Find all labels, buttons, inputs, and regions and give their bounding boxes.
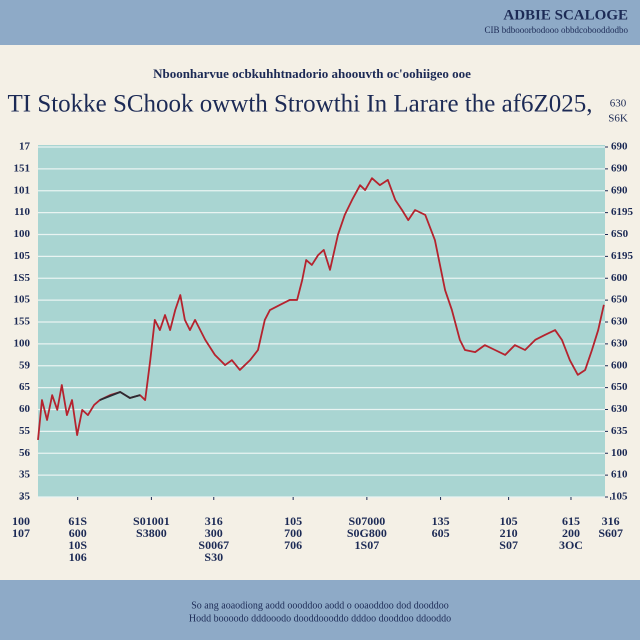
y2-tick-label: 690 [611,184,628,196]
y-tick-label: 151 [14,162,31,174]
y-tick-label: 65 [19,381,31,393]
x-tick-label: 316 300 S0067 S30 [198,514,230,564]
y-tick-label: 55 [19,425,31,437]
y2-tick-label: 105 [611,491,628,503]
y2-tick-label: 690 [611,162,628,174]
y2-tick-label: 6195 [611,206,634,218]
y2-tick-label: 650 [611,294,628,306]
y-tick-label: 1S5 [13,272,31,284]
y-tick-label: 60 [19,403,31,415]
line-series [99,391,141,401]
y2-tick-label: 6S0 [611,228,629,240]
y2-tick-label: 100 [611,447,628,459]
brand: ADBIE SCALOGE [503,7,628,23]
x-tick-label: 615 200 3OC [558,514,583,552]
x-tick-label: S07000 S0G800 1S07 [346,514,387,552]
x-tick-label: 316 S607 [598,514,623,540]
y-tick-label: 100 [14,337,31,349]
y-tick-label: 101 [14,184,31,196]
x-tick-label: 61S 600 10S 106 [68,514,88,564]
y2-tick-label: 635 [611,425,628,437]
x-tick-label: 105 210 S07 [499,514,518,552]
chart-title: TI Stokke SChook owwth Strowthi In Larar… [8,91,593,118]
y-tick-label: 17 [19,141,31,153]
corner-label: 630 [610,98,627,110]
brand-sub: CIB bdbooorbodooo obbdcobooddodbo [485,25,629,35]
y-tick-label: 155 [14,316,31,328]
y2-tick-label: 610 [611,469,628,481]
y2-tick-label: 630 [611,403,628,415]
footer: So ang aoaodiong aodd oooddoo aodd o ooa… [191,600,448,611]
y2-tick-label: 630 [611,337,628,349]
x-tick-label: 105 700 706 [284,514,303,552]
y-tick-label: 35 [19,491,31,503]
y-tick-label: 100 [14,228,31,240]
x-tick-label: 135 605 [431,514,450,540]
plot-area [38,145,605,497]
y2-tick-label: 600 [611,272,628,284]
x-tick-label: S01001 S3800 [133,514,170,540]
y2-tick-label: 6195 [611,250,634,262]
footer: Hodd boooodo dddooodo dooddoooddo dddoo … [189,613,451,624]
x-tick-label: 100 107 [11,514,30,540]
y-tick-label: 59 [19,359,31,371]
y-tick-label: 56 [19,447,31,459]
corner-label: S6K [608,113,628,125]
subtitle: Nboonharvue ocbkuhhtnadorio ahoouvth oc'… [153,66,471,81]
y2-tick-label: 690 [611,141,628,153]
y2-tick-label: 630 [611,316,628,328]
y2-tick-label: 600 [611,359,628,371]
y-tick-label: 110 [14,206,30,218]
y-tick-label: 105 [14,294,31,306]
y2-tick-label: 650 [611,381,628,393]
y-tick-label: 105 [14,250,31,262]
y-tick-label: 35 [19,469,31,481]
